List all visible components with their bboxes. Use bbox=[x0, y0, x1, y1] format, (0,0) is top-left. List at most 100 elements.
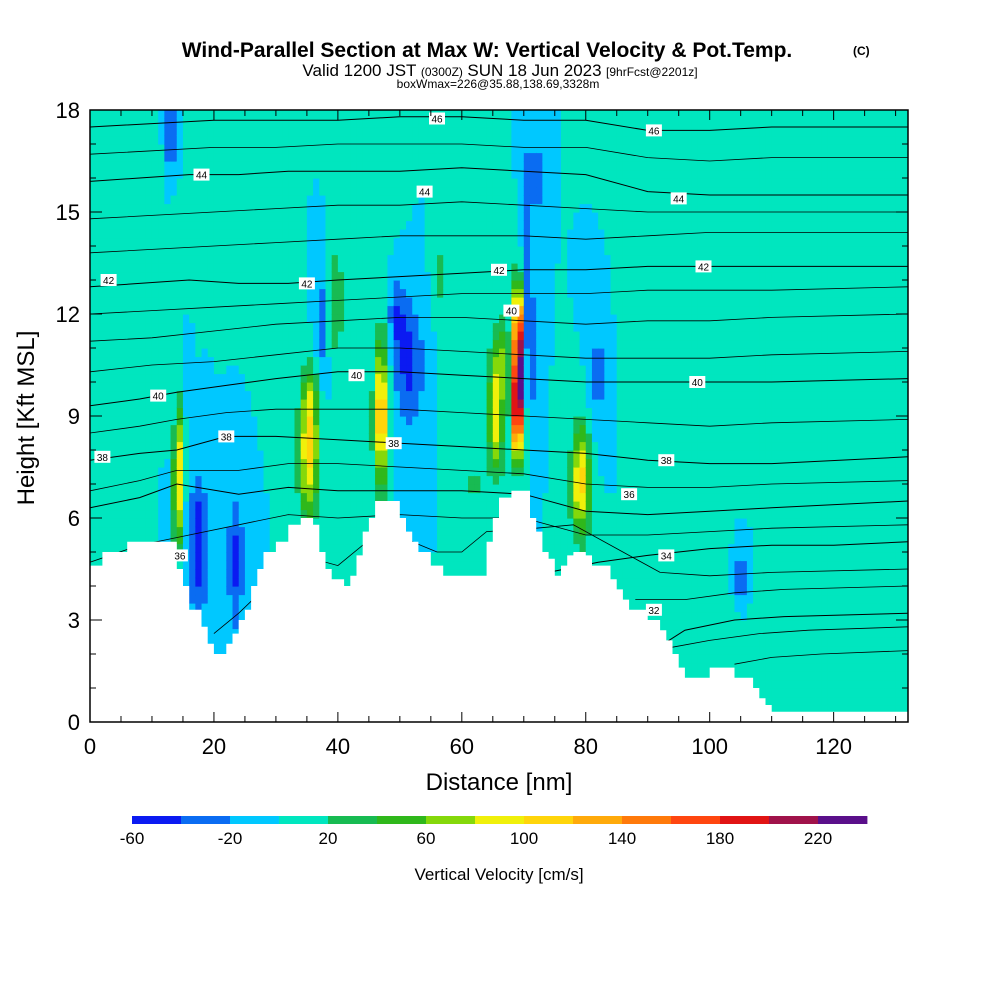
velocity-cell bbox=[201, 475, 209, 485]
velocity-cell bbox=[325, 365, 333, 375]
velocity-cell bbox=[213, 407, 221, 417]
velocity-cell bbox=[176, 518, 184, 528]
velocity-cell bbox=[133, 288, 141, 298]
velocity-cell bbox=[170, 229, 178, 239]
velocity-cell bbox=[201, 390, 209, 400]
velocity-cell bbox=[418, 212, 426, 222]
velocity-cell bbox=[96, 263, 103, 273]
velocity-cell bbox=[492, 186, 500, 196]
velocity-cell bbox=[337, 161, 345, 171]
velocity-cell bbox=[319, 373, 327, 383]
velocity-cell bbox=[511, 484, 519, 494]
velocity-cell bbox=[226, 501, 234, 511]
velocity-cell bbox=[331, 339, 339, 349]
velocity-cell bbox=[189, 135, 196, 145]
velocity-cell bbox=[96, 220, 103, 230]
velocity-cell bbox=[356, 535, 364, 545]
velocity-cell bbox=[90, 161, 97, 171]
velocity-cell bbox=[139, 518, 147, 528]
velocity-cell bbox=[207, 203, 215, 213]
velocity-cell bbox=[437, 169, 444, 179]
velocity-cell bbox=[505, 365, 512, 375]
velocity-cell bbox=[251, 560, 258, 570]
velocity-cell bbox=[461, 186, 469, 196]
velocity-cell bbox=[418, 526, 426, 536]
velocity-cell bbox=[158, 356, 165, 366]
velocity-cell bbox=[406, 339, 413, 349]
velocity-cell bbox=[325, 254, 333, 264]
velocity-cell bbox=[474, 169, 482, 179]
velocity-cell bbox=[499, 152, 506, 162]
velocity-cell bbox=[139, 144, 147, 154]
velocity-cell bbox=[412, 399, 420, 409]
velocity-cell bbox=[350, 118, 358, 128]
velocity-cell bbox=[182, 203, 190, 213]
velocity-cell bbox=[114, 305, 122, 315]
velocity-cell bbox=[282, 433, 289, 443]
velocity-cell bbox=[207, 263, 215, 273]
velocity-cell bbox=[412, 220, 420, 230]
velocity-cell bbox=[201, 569, 209, 579]
velocity-cell bbox=[207, 322, 215, 332]
velocity-cell bbox=[257, 322, 265, 332]
velocity-cell bbox=[325, 144, 333, 154]
velocity-cell bbox=[331, 441, 339, 451]
velocity-cell bbox=[474, 263, 482, 273]
velocity-cell bbox=[127, 382, 134, 392]
velocity-cell bbox=[195, 229, 203, 239]
velocity-cell bbox=[455, 339, 463, 349]
velocity-cell bbox=[244, 399, 252, 409]
velocity-cell bbox=[158, 195, 165, 205]
velocity-cell bbox=[356, 382, 364, 392]
velocity-cell bbox=[90, 526, 97, 536]
velocity-cell bbox=[424, 501, 432, 511]
velocity-cell bbox=[170, 518, 178, 528]
velocity-cell bbox=[127, 203, 134, 213]
velocity-cell bbox=[220, 288, 227, 298]
velocity-cell bbox=[232, 331, 240, 341]
velocity-cell bbox=[449, 110, 457, 120]
velocity-cell bbox=[437, 416, 444, 426]
velocity-cell bbox=[244, 577, 252, 587]
velocity-cell bbox=[350, 441, 358, 451]
velocity-cell bbox=[114, 458, 122, 468]
velocity-cell bbox=[189, 348, 196, 358]
velocity-cell bbox=[145, 297, 153, 307]
velocity-cell bbox=[213, 569, 221, 579]
velocity-cell bbox=[486, 416, 494, 426]
velocity-cell bbox=[306, 212, 314, 222]
velocity-cell bbox=[182, 560, 190, 570]
velocity-cell bbox=[102, 535, 110, 545]
velocity-cell bbox=[232, 220, 240, 230]
velocity-cell bbox=[430, 161, 438, 171]
velocity-cell bbox=[182, 475, 190, 485]
velocity-cell bbox=[220, 118, 227, 128]
velocity-cell bbox=[412, 195, 420, 205]
velocity-cell bbox=[170, 526, 178, 536]
velocity-cell bbox=[486, 492, 494, 502]
velocity-cell bbox=[368, 407, 376, 417]
velocity-cell bbox=[201, 348, 209, 358]
velocity-cell bbox=[201, 195, 209, 205]
velocity-cell bbox=[399, 450, 407, 460]
velocity-cell bbox=[133, 373, 141, 383]
velocity-cell bbox=[474, 118, 482, 128]
velocity-cell bbox=[189, 280, 196, 290]
velocity-cell bbox=[300, 229, 308, 239]
velocity-cell bbox=[201, 611, 209, 621]
velocity-cell bbox=[505, 475, 512, 485]
velocity-cell bbox=[313, 169, 320, 179]
velocity-cell bbox=[461, 127, 469, 137]
velocity-cell bbox=[189, 169, 196, 179]
velocity-cell bbox=[96, 110, 103, 120]
velocity-cell bbox=[418, 492, 426, 502]
velocity-cell bbox=[213, 110, 221, 120]
velocity-cell bbox=[362, 203, 370, 213]
velocity-cell bbox=[430, 484, 438, 494]
velocity-cell bbox=[275, 263, 283, 273]
velocity-cell bbox=[282, 144, 289, 154]
velocity-cell bbox=[468, 220, 475, 230]
velocity-cell bbox=[350, 322, 358, 332]
velocity-cell bbox=[164, 509, 172, 519]
velocity-cell bbox=[350, 458, 358, 468]
